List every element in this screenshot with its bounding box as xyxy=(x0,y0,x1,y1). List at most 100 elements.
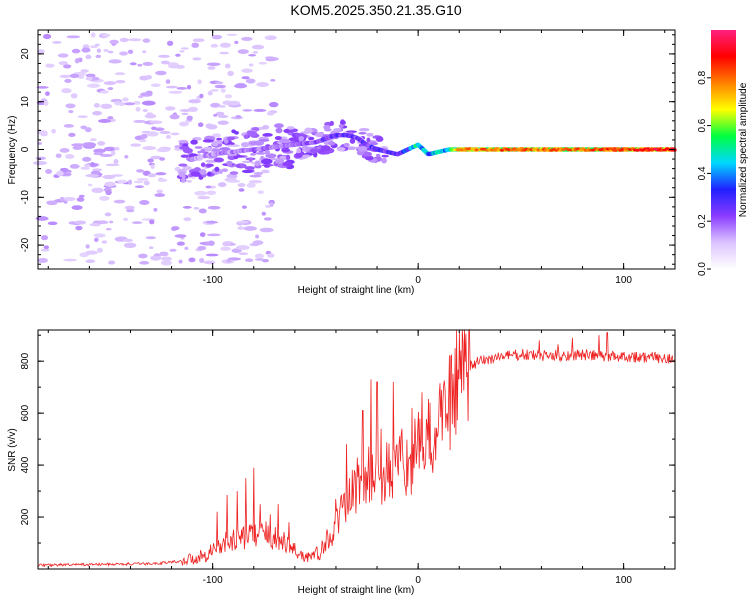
colorbar-tick-label: 0.4 xyxy=(697,166,708,180)
spectrogram-xtick-label: -100 xyxy=(203,275,223,286)
spectrogram-cell xyxy=(217,182,227,188)
spectrogram-cell xyxy=(206,233,221,237)
spectrogram-cell xyxy=(234,40,239,45)
spectrogram-cell xyxy=(59,167,69,172)
spectrogram-cell xyxy=(217,114,229,119)
spectrogram-cell xyxy=(142,109,148,112)
spectrogram-cell xyxy=(296,147,302,154)
spectrogram-cell xyxy=(226,259,232,263)
spectrogram-cell xyxy=(150,83,161,87)
spectrogram-cell xyxy=(52,41,62,44)
spectrogram-cell xyxy=(226,33,238,37)
spectrogram-cell xyxy=(41,234,49,241)
spectrogram-cell xyxy=(346,146,357,151)
spectrogram-cell xyxy=(107,50,114,54)
spectrogram-cell xyxy=(59,74,71,79)
spectrogram-xtick-label: 100 xyxy=(615,275,632,286)
spectrogram-cell xyxy=(63,124,74,128)
spectrogram-cell xyxy=(226,173,238,179)
spectrogram-cell xyxy=(261,125,270,130)
spectrogram-cell xyxy=(199,232,206,237)
spectrogram-cell xyxy=(169,248,177,252)
spectrogram-cell xyxy=(336,147,346,152)
spectrogram-cell xyxy=(375,136,384,142)
spectrogram-cell xyxy=(160,256,172,261)
spectrogram-cell xyxy=(91,32,96,38)
spectrogram-cell xyxy=(244,258,254,263)
spectrogram-cell xyxy=(157,178,168,182)
spectrogram-cell xyxy=(59,196,65,202)
spectrogram-cell xyxy=(58,61,68,66)
spectrogram-cell xyxy=(265,36,270,40)
spectrogram-cell xyxy=(329,120,334,126)
spectrogram-cell xyxy=(227,70,234,77)
spectrogram-cell xyxy=(63,200,68,204)
spectrogram-cell xyxy=(224,63,231,69)
spectrogram-cell xyxy=(99,195,110,201)
spectrogram-cell xyxy=(123,242,137,248)
spectrogram-xlabel: Height of straight line (km) xyxy=(298,285,415,296)
spectrogram-cell xyxy=(366,137,371,143)
spectrogram-cell xyxy=(194,190,208,196)
spectrogram-cell xyxy=(71,143,85,147)
spectrogram-cell xyxy=(159,157,166,161)
spectrogram-cell xyxy=(211,34,223,40)
spectrogram-cell xyxy=(105,163,120,167)
spectrogram-cell xyxy=(261,169,270,174)
spectrogram-cell xyxy=(237,220,249,224)
spectrogram-cell xyxy=(155,70,167,76)
spectrogram-cell xyxy=(57,53,69,58)
spectrogram-cell xyxy=(100,90,109,94)
spectrogram-cell xyxy=(81,47,91,53)
spectrogram-cell xyxy=(267,57,279,61)
spectrogram-cell xyxy=(142,61,154,66)
spectrogram-cell xyxy=(281,147,290,153)
snr-frame xyxy=(37,329,676,570)
spectrogram-cell xyxy=(255,234,260,239)
spectrogram-cell xyxy=(211,140,219,147)
spectrogram-cell xyxy=(192,57,202,61)
spectrogram-cell xyxy=(200,148,206,154)
spectrogram-cell xyxy=(229,171,239,175)
spectrogram-cell xyxy=(180,47,189,50)
spectrogram-cell xyxy=(214,84,227,89)
spectrogram-cell xyxy=(246,182,256,188)
snr-xtick-label: -100 xyxy=(203,575,223,586)
spectrogram-cell xyxy=(215,111,225,116)
spectrogram-cell xyxy=(222,100,233,106)
spectrogram-cell xyxy=(375,153,381,157)
spectrogram-cell xyxy=(136,177,149,181)
spectrogram-cell xyxy=(237,226,245,230)
spectrogram-cell xyxy=(104,212,112,217)
spectrogram-cell xyxy=(150,255,162,261)
spectrogram-cell xyxy=(92,168,103,172)
spectrogram-cell xyxy=(343,142,350,148)
spectrogram-cell xyxy=(145,74,152,80)
spectrogram-cell xyxy=(248,180,263,184)
spectrogram-cell xyxy=(97,141,106,146)
spectrogram-cell xyxy=(80,166,91,170)
spectrogram-cell xyxy=(251,44,265,50)
spectrogram-cell xyxy=(87,183,93,187)
spectrogram-cell xyxy=(133,180,144,184)
spectrogram-cell xyxy=(93,148,106,154)
spectrogram-ytick-label: -10 xyxy=(20,190,31,205)
snr-ytick-label: 800 xyxy=(20,352,31,369)
spectrogram-cell xyxy=(37,130,48,135)
spectrogram-cell xyxy=(84,127,92,133)
spectrogram-cell xyxy=(82,156,92,162)
spectrogram-cell xyxy=(194,146,203,149)
spectrogram-cell xyxy=(231,129,236,134)
spectrogram-ytick-label: 20 xyxy=(20,48,31,60)
spectrogram-cell xyxy=(213,113,218,117)
spectrogram-cell xyxy=(171,226,180,231)
spectrogram-cell xyxy=(274,136,282,141)
spectrogram-cell xyxy=(364,155,374,161)
spectrogram-cell xyxy=(178,259,183,264)
spectrogram-cell xyxy=(160,60,170,65)
spectrogram-cell xyxy=(202,139,215,143)
spectrogram-cell xyxy=(104,181,116,187)
spectrogram-cell xyxy=(257,190,264,194)
spectrogram-cell xyxy=(199,258,205,263)
spectrogram-cell xyxy=(138,139,147,143)
